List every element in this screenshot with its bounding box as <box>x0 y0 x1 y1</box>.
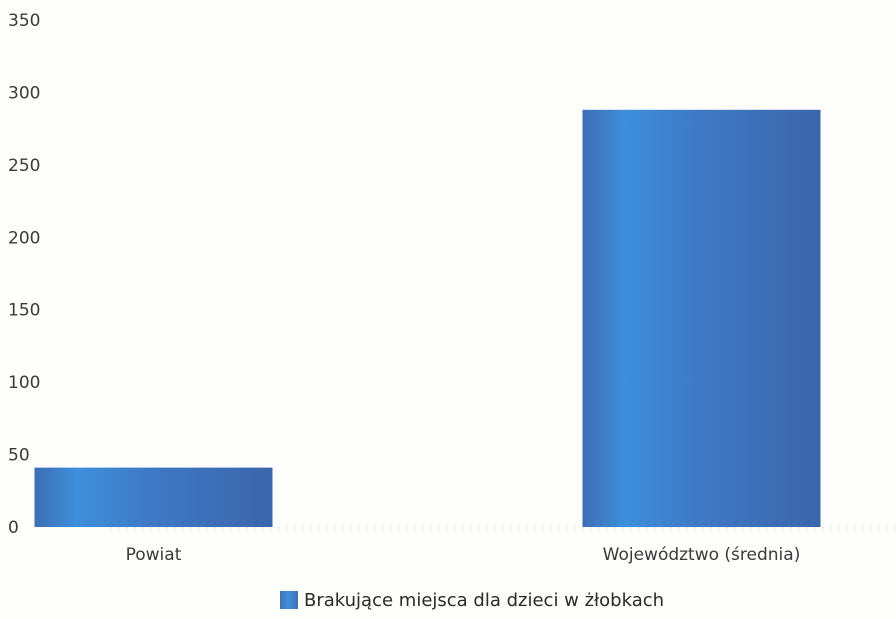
x-category-label: Powiat <box>126 545 182 565</box>
y-tick-label: 300 <box>8 83 40 103</box>
legend-swatch <box>280 591 298 609</box>
legend: Brakujące miejsca dla dzieci w żłobkach <box>280 588 664 612</box>
bars-layer <box>34 109 821 527</box>
y-tick-label: 0 <box>8 518 19 538</box>
bar-0 <box>34 467 273 527</box>
x-category-label: Województwo (średnia) <box>603 545 801 565</box>
bar-1 <box>582 109 821 527</box>
legend-label: Brakujące miejsca dla dzieci w żłobkach <box>304 589 665 611</box>
y-tick-label: 50 <box>8 446 30 466</box>
y-tick-label: 100 <box>8 373 40 393</box>
labels-layer: 0 50 100 150 200 250 300 350 Powiat Województwo (… <box>8 11 800 565</box>
y-tick-label: 150 <box>8 301 40 321</box>
y-tick-label: 350 <box>8 11 40 31</box>
y-tick-label: 200 <box>8 228 40 248</box>
y-tick-label: 250 <box>8 156 40 176</box>
